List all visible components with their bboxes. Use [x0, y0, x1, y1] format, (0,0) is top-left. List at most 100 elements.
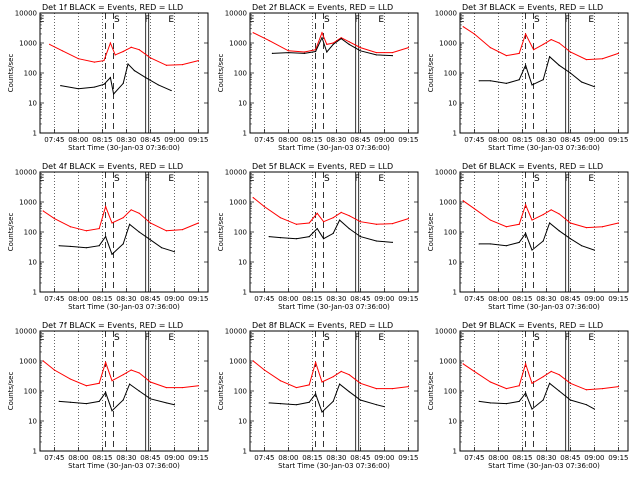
series-line [59, 223, 175, 256]
data-point [462, 363, 464, 365]
y-tick-label: 10000 [15, 328, 37, 336]
data-point [391, 241, 393, 244]
data-point [321, 37, 323, 39]
data-point [165, 64, 167, 66]
event-marker-label: E [168, 174, 174, 184]
data-point [109, 77, 111, 79]
data-point [58, 400, 60, 403]
data-point [525, 363, 527, 365]
series-line [252, 197, 409, 225]
data-point [473, 370, 475, 373]
x-tick-label: 09:00 [584, 454, 604, 462]
series-line [49, 41, 199, 66]
plot-frame [459, 171, 629, 293]
data-point [359, 382, 361, 384]
data-point [42, 210, 44, 212]
y-tick-label: 100 [234, 388, 247, 396]
y-tick-label: 1 [33, 448, 37, 456]
data-point [489, 402, 491, 404]
y-tick-label: 100 [444, 70, 457, 78]
data-point [375, 54, 377, 56]
data-point [332, 376, 334, 378]
data-point [197, 385, 199, 387]
data-point [542, 399, 544, 401]
chart-panel-8: Det 8f BLACK = Events, RED = LLD Counts/s… [217, 321, 419, 470]
x-tick-label: 08:15 [92, 136, 112, 144]
data-point [113, 93, 115, 95]
event-marker-label: S [114, 15, 120, 25]
x-tick-label: 08:15 [302, 454, 322, 462]
y-tick-label: 100 [444, 388, 457, 396]
y-tick-label: 10 [238, 100, 247, 108]
event-marker-label: F [355, 174, 360, 184]
data-point [268, 236, 270, 238]
x-tick-label: 07:45 [254, 136, 274, 144]
event-marker-label: E [459, 333, 465, 343]
data-point [173, 404, 175, 406]
y-tick-label: 10000 [225, 328, 247, 336]
data-point [69, 226, 71, 228]
data-point [157, 84, 159, 86]
series-line [252, 31, 409, 54]
series-line [42, 360, 199, 389]
data-point [348, 391, 350, 393]
x-tick-label: 08:30 [326, 136, 346, 144]
data-point [332, 42, 334, 44]
data-point [326, 43, 328, 45]
y-tick-label: 1 [453, 130, 457, 138]
data-point [69, 378, 71, 380]
data-point [98, 245, 100, 247]
x-tick-label: 08:45 [350, 295, 370, 303]
series-line [269, 219, 393, 243]
y-axis-label: Counts/sec [7, 372, 15, 411]
data-point [332, 217, 334, 219]
data-point [114, 54, 116, 56]
y-axis-label: Counts/sec [217, 213, 225, 252]
y-tick-label: 10000 [435, 10, 457, 18]
data-point [149, 398, 151, 400]
x-tick-label: 08:45 [140, 295, 160, 303]
y-tick-label: 10000 [435, 328, 457, 336]
data-point [550, 209, 552, 211]
series-line [479, 382, 595, 410]
y-tick-label: 1000 [229, 199, 247, 207]
data-point [359, 399, 361, 401]
data-point [505, 388, 507, 390]
y-tick-label: 1000 [19, 358, 37, 366]
x-tick-label: 09:15 [608, 454, 628, 462]
data-point [525, 232, 527, 234]
data-point [98, 227, 100, 230]
data-point [558, 64, 560, 66]
data-point [295, 238, 297, 240]
x-tick-label: 08:30 [116, 295, 136, 303]
chart-title: Det 7f BLACK = Events, RED = LLD [42, 321, 183, 330]
data-point [569, 382, 572, 384]
data-point [173, 251, 175, 253]
x-tick-label: 09:15 [188, 454, 208, 462]
data-point [268, 402, 270, 404]
x-tick-label: 08:00 [278, 295, 298, 303]
event-marker-label: F [355, 15, 360, 25]
x-axis-label: Start Time (30-Jan-03 07:36:00) [278, 144, 390, 152]
y-tick-label: 10 [28, 259, 37, 267]
data-point [489, 381, 491, 383]
data-point [197, 59, 199, 62]
data-point [332, 232, 334, 234]
data-point [129, 383, 131, 385]
x-tick-label: 07:45 [464, 454, 484, 462]
data-point [315, 50, 317, 53]
y-axis-label: Counts/sec [217, 54, 225, 93]
x-tick-label: 08:15 [302, 136, 322, 144]
data-point [326, 51, 328, 53]
series-line [42, 205, 199, 232]
series-line [272, 36, 393, 57]
y-tick-label: 100 [24, 229, 37, 237]
data-point [49, 43, 51, 45]
data-point [558, 213, 560, 215]
data-point [505, 403, 507, 405]
data-point [105, 236, 107, 238]
data-point [569, 222, 572, 224]
event-marker-label: F [145, 333, 150, 343]
x-tick-label: 08:45 [350, 136, 370, 144]
